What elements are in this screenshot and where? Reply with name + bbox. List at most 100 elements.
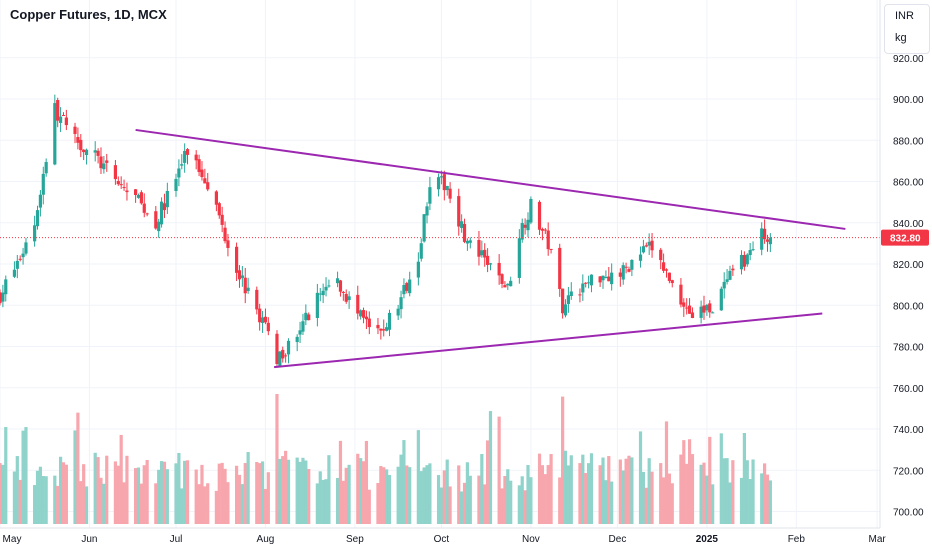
volume-bar (84, 486, 89, 524)
x-tick-label: Dec (609, 534, 627, 545)
candle-body (35, 210, 40, 227)
volume-bar (295, 457, 299, 524)
volume-bar (64, 464, 68, 524)
candle-body (566, 295, 570, 304)
candle-body (647, 241, 651, 246)
volume-bar (304, 460, 308, 524)
volume-bar (563, 450, 568, 524)
candle-body (82, 149, 86, 153)
unit-selector[interactable]: INR kg (884, 4, 930, 54)
volume-bar (58, 456, 63, 524)
price-axis[interactable]: 920.00 900.00 880.00 860.00 840.00 820.00 800.… (893, 54, 924, 519)
candle-body (165, 190, 169, 208)
last-price-label: 832.80 (890, 234, 921, 245)
volume-bar (24, 427, 28, 524)
candle-body (307, 314, 311, 321)
candle-body (214, 191, 218, 205)
volume-bar (526, 464, 530, 524)
volume-bar (500, 488, 504, 524)
volume-bar (284, 450, 288, 524)
volume-bar (364, 440, 369, 524)
candle-body (217, 203, 221, 216)
candle-body (321, 290, 325, 296)
volume-bar (255, 462, 259, 524)
volume-bar (739, 477, 744, 524)
volume-bar (226, 482, 230, 524)
volume-bar (217, 463, 221, 524)
candle-body (682, 302, 686, 307)
x-tick-label: Sep (346, 534, 364, 545)
candle-body (500, 274, 504, 284)
volume-bar (96, 457, 100, 524)
volume-bar (318, 471, 322, 524)
trendline-lower[interactable] (274, 312, 823, 369)
candle-body (105, 160, 109, 163)
volume-bar (486, 440, 490, 524)
candle-body (589, 274, 594, 286)
volume-bar (119, 434, 123, 524)
candle-body (526, 219, 530, 231)
x-tick-label: Aug (257, 534, 275, 545)
volume-bar (745, 460, 749, 524)
trendline-upper[interactable] (135, 128, 846, 230)
volume-bar (21, 430, 25, 524)
volume-bar (584, 473, 588, 524)
quantity-unit[interactable]: kg (895, 32, 907, 44)
volume-bar (315, 483, 319, 524)
candle-body (38, 194, 42, 208)
candle-body (157, 221, 161, 232)
candle-body (480, 250, 484, 256)
candle-body (486, 255, 490, 265)
candle-body (468, 240, 472, 243)
volume-bar (416, 430, 420, 524)
candle-body (627, 269, 631, 272)
volume-bar (356, 453, 360, 524)
candle-body (99, 156, 103, 169)
volume-bar (116, 465, 120, 524)
candle-body (61, 115, 66, 117)
candle-body (122, 187, 126, 189)
candle-body (58, 116, 63, 123)
time-axis[interactable]: May Jun Jul Aug Sep Oct Nov Dec 2025 Feb Mar (3, 534, 887, 545)
volume-bar (549, 454, 553, 524)
volume-bar (630, 457, 634, 524)
volume-bar (483, 484, 487, 524)
candle-body (387, 312, 392, 330)
candle-body (113, 165, 118, 180)
candle-body (385, 327, 389, 331)
candle-body (364, 316, 369, 320)
y-tick-label: 780.00 (893, 343, 924, 354)
volume-bar (38, 466, 42, 524)
volume-bar (194, 469, 198, 524)
volume-bar (44, 476, 48, 524)
volume-bar (561, 396, 565, 524)
candle-body (685, 307, 689, 309)
candle-body (503, 285, 507, 288)
candle-body (234, 246, 239, 273)
volume-bar (670, 483, 674, 524)
volume-bar (275, 394, 279, 524)
candle-body (581, 283, 585, 293)
volume-bar (234, 465, 239, 524)
candle-body (180, 164, 184, 166)
candle-body (604, 276, 608, 278)
volume-bar (540, 465, 545, 524)
candle-body (344, 293, 348, 302)
candle-body (621, 265, 625, 280)
volume-bar (359, 458, 363, 524)
volume-bar (183, 460, 187, 524)
candle-body (670, 280, 674, 284)
candle-body (220, 214, 224, 225)
candle-body (76, 137, 80, 143)
chart-title: Copper Futures, 1D, MCX (10, 7, 167, 22)
volume-bar (405, 465, 409, 524)
volume-bar (517, 485, 521, 524)
volume-bar (638, 431, 643, 524)
candle-body (702, 305, 706, 313)
currency-unit[interactable]: INR (895, 10, 914, 22)
volume-bar (436, 475, 441, 524)
trendlines[interactable] (135, 128, 846, 369)
volume-bar (258, 463, 262, 524)
candle-body (546, 230, 550, 250)
